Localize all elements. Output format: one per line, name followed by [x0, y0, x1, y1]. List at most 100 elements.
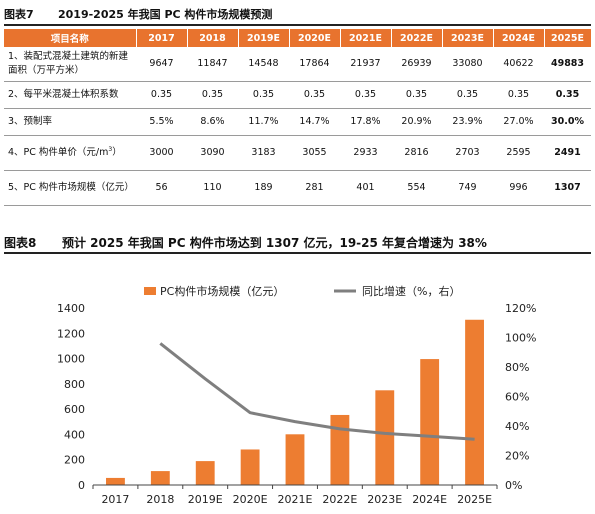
row-label: 2、每平米混凝土体积系数	[4, 81, 136, 109]
table-cell: 110	[187, 170, 238, 206]
table-cell: 0.35	[136, 81, 187, 109]
column-header: 2019E	[238, 29, 290, 47]
table-cell: 0.35	[493, 81, 544, 109]
table-row: 5、PC 构件市场规模（亿元） 56 110 189 281 401 554 7…	[4, 170, 591, 206]
y-left-tick-label: 400	[64, 428, 85, 441]
row-label: 1、装配式混凝土建筑的新建面积（万平方米）	[4, 47, 136, 82]
table-cell: 2595	[493, 135, 544, 171]
table-row: 2、每平米混凝土体积系数 0.35 0.35 0.35 0.35 0.35 0.…	[4, 81, 591, 109]
column-header: 2017	[136, 29, 188, 47]
column-header: 2022E	[391, 29, 443, 47]
bar	[150, 471, 170, 485]
table-figure-title: 2019-2025 年我国 PC 构件市场规模预测	[58, 8, 273, 21]
x-tick-label: 2020E	[233, 493, 268, 506]
table-cell: 23.9%	[442, 108, 493, 136]
table-cell: 2816	[391, 135, 442, 171]
row-label: 5、PC 构件市场规模（亿元）	[4, 170, 136, 206]
table-cell: 3090	[187, 135, 238, 171]
x-tick-label: 2018	[146, 493, 174, 506]
table-figure-header: 图表7 2019-2025 年我国 PC 构件市场规模预测	[4, 4, 591, 26]
table-cell: 2703	[442, 135, 493, 171]
table-cell: 401	[340, 170, 391, 206]
table-cell: 0.35	[238, 81, 289, 109]
table-cell: 11.7%	[238, 108, 289, 136]
y-left-tick-label: 1000	[57, 353, 85, 366]
bar	[420, 359, 440, 485]
table-cell: 0.35	[187, 81, 238, 109]
table-cell: 281	[289, 170, 340, 206]
table-row: 4、PC 构件单价（元/m3） 3000 3090 3183 3055 2933…	[4, 135, 591, 171]
column-header: 2020E	[289, 29, 341, 47]
row-label: 4、PC 构件单价（元/m3）	[4, 135, 136, 171]
table-cell: 3183	[238, 135, 289, 171]
column-header: 2018	[187, 29, 239, 47]
column-header: 2021E	[340, 29, 392, 47]
legend-bar-label: PC构件市场规模（亿元）	[160, 284, 284, 298]
table-cell: 0.35	[442, 81, 493, 109]
bar	[330, 414, 350, 485]
y-left-tick-label: 800	[64, 378, 85, 391]
chart-figure-title: 预计 2025 年我国 PC 构件市场达到 1307 亿元，19-25 年复合增…	[62, 235, 487, 250]
table-row: 3、预制率 5.5% 8.6% 11.7% 14.7% 17.8% 20.9% …	[4, 108, 591, 136]
table-cell: 996	[493, 170, 544, 206]
table-cell: 30.0%	[544, 108, 591, 136]
table-row: 1、装配式混凝土建筑的新建面积（万平方米） 9647 11847 14548 1…	[4, 47, 591, 82]
y-right-tick-label: 120%	[505, 302, 536, 315]
y-left-tick-label: 0	[78, 479, 85, 492]
table-cell: 33080	[442, 47, 493, 82]
table-cell: 2491	[544, 135, 591, 171]
table-cell: 17864	[289, 47, 340, 82]
table-figure-number: 图表7	[4, 8, 34, 21]
x-tick-label: 2023E	[367, 493, 402, 506]
table-cell: 14548	[238, 47, 289, 82]
table-cell: 554	[391, 170, 442, 206]
y-right-tick-label: 20%	[505, 450, 529, 463]
table-cell: 27.0%	[493, 108, 544, 136]
table-cell: 14.7%	[289, 108, 340, 136]
column-header: 项目名称	[4, 29, 137, 47]
table-cell: 11847	[187, 47, 238, 82]
column-header: 2025E	[544, 29, 592, 47]
table-cell: 189	[238, 170, 289, 206]
x-tick-label: 2025E	[457, 493, 492, 506]
table-cell: 49883	[544, 47, 591, 82]
table-cell: 0.35	[391, 81, 442, 109]
combo-chart: PC构件市场规模（亿元） 同比增速（%，右） 0 200 400 600 800 1000 12…	[57, 284, 536, 506]
table-cell: 749	[442, 170, 493, 206]
bar	[195, 461, 215, 485]
table-cell: 0.35	[544, 81, 591, 109]
y-left-tick-label: 600	[64, 403, 85, 416]
table-cell: 5.5%	[136, 108, 187, 136]
bar	[375, 390, 395, 485]
column-header: 2023E	[442, 29, 494, 47]
table-cell: 2933	[340, 135, 391, 171]
table-cell: 56	[136, 170, 187, 206]
bar	[240, 449, 260, 485]
y-left-tick-label: 200	[64, 454, 85, 467]
table-cell: 8.6%	[187, 108, 238, 136]
legend-bar-swatch	[144, 287, 156, 295]
chart-figure-number: 图表8	[4, 235, 37, 250]
table-cell: 40622	[493, 47, 544, 82]
table-cell: 0.35	[340, 81, 391, 109]
column-header: 2024E	[493, 29, 545, 47]
bar	[106, 477, 125, 485]
x-tick-label: 2017	[101, 493, 129, 506]
table-cell: 20.9%	[391, 108, 442, 136]
growth-rate-line	[159, 342, 475, 441]
x-tick-label: 2019E	[188, 493, 223, 506]
y-right-tick-label: 40%	[505, 420, 529, 433]
row-label: 3、预制率	[4, 108, 136, 136]
y-left-tick-label: 1200	[57, 327, 85, 340]
y-right-tick-label: 80%	[505, 361, 529, 374]
x-tick-label: 2021E	[278, 493, 313, 506]
legend-line-label: 同比增速（%，右）	[362, 284, 460, 298]
bar	[285, 434, 305, 485]
table-cell: 21937	[340, 47, 391, 82]
x-tick-label: 2024E	[412, 493, 447, 506]
y-left-tick-label: 1400	[57, 302, 85, 315]
table-cell: 17.8%	[340, 108, 391, 136]
chart-figure-header: 图表8 预计 2025 年我国 PC 构件市场达到 1307 亿元，19-25 …	[4, 232, 591, 254]
table-cell: 9647	[136, 47, 187, 82]
table-cell: 3000	[136, 135, 187, 171]
